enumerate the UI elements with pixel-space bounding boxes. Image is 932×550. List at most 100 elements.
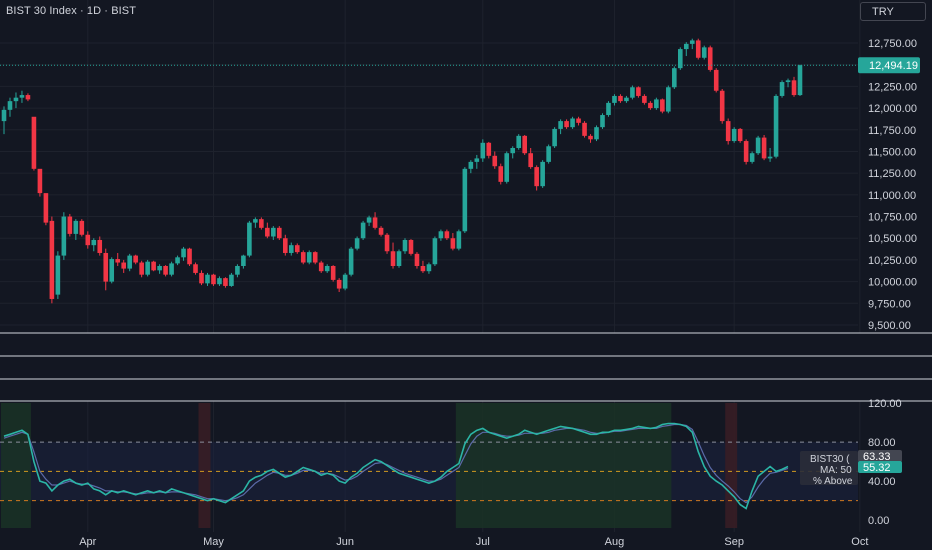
candle-up xyxy=(612,94,617,106)
candle-body xyxy=(773,95,779,157)
candle-body xyxy=(67,216,73,234)
candle-up xyxy=(624,95,629,103)
candle-down xyxy=(408,239,414,256)
candle-down xyxy=(121,259,126,273)
candle-body xyxy=(187,248,192,265)
candle-down xyxy=(85,231,91,249)
candle-up xyxy=(217,276,222,286)
candle-down xyxy=(336,278,342,293)
candle-body xyxy=(55,255,61,295)
candle-body xyxy=(534,167,539,187)
indicator-legend: BIST30 (MA: 50% Above xyxy=(800,451,858,487)
candle-body xyxy=(330,266,336,280)
breadth-value-label: 55.32 xyxy=(863,462,891,474)
candle-body xyxy=(109,259,115,282)
candle-body xyxy=(342,274,348,289)
candle-body xyxy=(235,266,240,275)
bullish-zone xyxy=(1,403,31,528)
candle-up xyxy=(606,101,611,117)
candle-up xyxy=(672,66,677,89)
candle-up xyxy=(13,92,19,109)
candle-up xyxy=(600,113,605,129)
candle-body xyxy=(528,153,533,168)
candle-up xyxy=(396,249,402,268)
candle-up xyxy=(474,154,480,169)
candle-body xyxy=(348,248,354,275)
candle-down xyxy=(450,233,456,251)
bullish-zone xyxy=(455,403,672,528)
candle-body xyxy=(450,238,456,249)
candle-body xyxy=(79,220,85,235)
candle-body xyxy=(420,266,426,272)
candle-body xyxy=(594,127,599,140)
candle-up xyxy=(749,151,755,164)
candle-up xyxy=(630,85,635,100)
indicator-y-tick-label: 80.00 xyxy=(868,437,896,449)
candle-down xyxy=(648,101,653,110)
candle-up xyxy=(61,212,67,260)
candle-down xyxy=(737,128,743,143)
candle-down xyxy=(582,121,587,138)
candle-up xyxy=(594,125,599,142)
candle-down xyxy=(151,260,156,272)
candle-body xyxy=(468,161,474,169)
candle-up xyxy=(773,94,779,159)
candle-body xyxy=(259,219,264,228)
candle-body xyxy=(636,87,641,96)
ma-value-badge xyxy=(858,450,902,462)
candle-down xyxy=(761,134,767,161)
candle-body xyxy=(492,155,498,167)
candle-body xyxy=(402,239,408,252)
candle-down xyxy=(49,216,55,304)
candle-body xyxy=(654,99,659,109)
candle-body xyxy=(49,220,55,299)
candle-body xyxy=(486,142,492,156)
y-tick-label: 9,750.00 xyxy=(868,298,911,310)
candle-body xyxy=(588,135,593,140)
candle-body xyxy=(701,47,707,58)
candle-down xyxy=(618,94,623,103)
candle-body xyxy=(193,264,198,273)
candle-up xyxy=(689,38,695,50)
candle-down xyxy=(372,212,378,230)
candle-up xyxy=(516,134,522,150)
candle-body xyxy=(199,272,204,284)
candle-body xyxy=(456,231,462,249)
candle-body xyxy=(306,252,312,263)
candle-up xyxy=(55,251,61,299)
candle-down xyxy=(163,265,168,277)
candle-down xyxy=(133,254,138,265)
candle-body xyxy=(294,245,300,253)
candle-up xyxy=(779,80,785,98)
currency-selector[interactable]: TRY xyxy=(860,2,926,21)
legend-line: MA: 50 xyxy=(820,465,852,476)
candle-body xyxy=(791,80,797,96)
candle-down xyxy=(223,277,228,288)
candle-down xyxy=(564,119,569,129)
candle-down xyxy=(211,273,216,286)
candle-body xyxy=(666,87,671,112)
candle-body xyxy=(378,227,384,235)
candle-down xyxy=(282,234,288,256)
candle-down xyxy=(498,163,504,185)
candle-body xyxy=(474,158,480,162)
candle-body xyxy=(444,231,450,239)
candle-up xyxy=(229,272,234,287)
candle-up xyxy=(342,272,348,291)
candle-body xyxy=(145,261,150,275)
bearish-zone xyxy=(725,403,738,528)
candle-body xyxy=(719,90,725,122)
candle-body xyxy=(695,40,701,58)
y-tick-label: 10,750.00 xyxy=(868,212,917,224)
y-tick-label: 11,000.00 xyxy=(868,190,916,202)
candle-down xyxy=(660,98,665,114)
candle-body xyxy=(217,278,222,285)
candle-body xyxy=(731,128,737,142)
candle-body xyxy=(384,234,390,252)
candle-body xyxy=(660,99,665,112)
candle-down xyxy=(378,226,384,237)
candle-body xyxy=(396,251,402,266)
candle-up xyxy=(354,236,360,251)
candle-body xyxy=(576,118,581,123)
